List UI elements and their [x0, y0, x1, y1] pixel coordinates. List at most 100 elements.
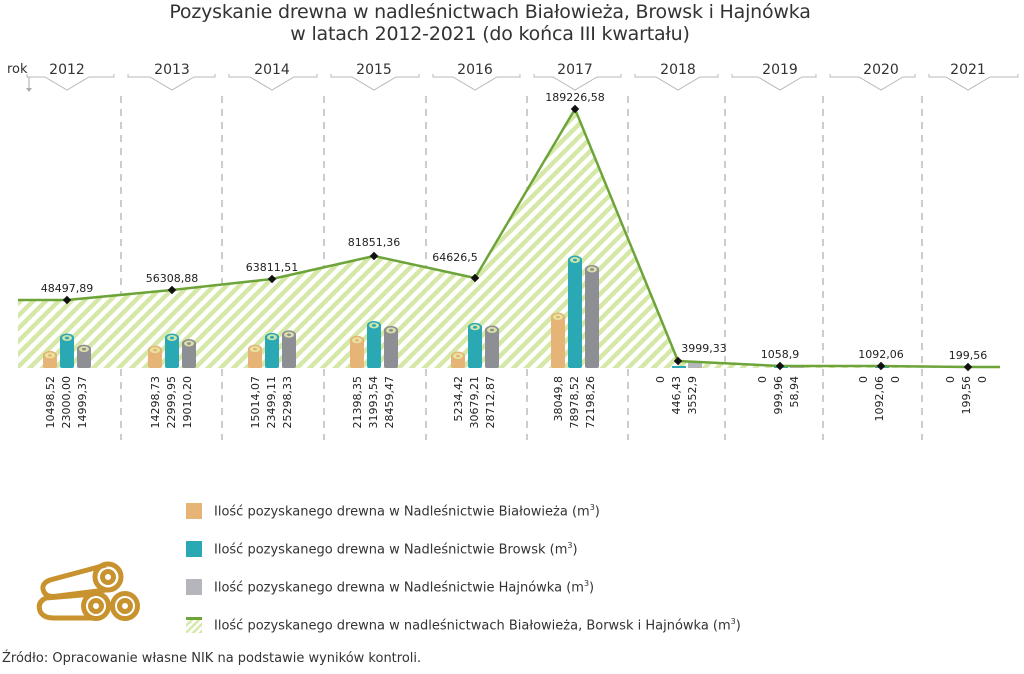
total-value-label-2021: 199,56 — [949, 349, 988, 362]
total-value-label-2018: 3999,33 — [681, 342, 727, 355]
total-marker-2021 — [963, 362, 973, 372]
bar-bialowieza-2017 — [551, 312, 565, 368]
bar-hajnowka-2017 — [585, 264, 599, 368]
bar-value-label-hajnowka-2012: 14999,37 — [76, 376, 89, 429]
bar-value-label-browsk-2015: 31993,54 — [367, 376, 380, 429]
legend-swatch-browsk — [186, 541, 202, 557]
total-marker-2014 — [267, 274, 277, 284]
total-marker-2012 — [62, 295, 72, 305]
total-value-label-2019: 1058,9 — [761, 348, 800, 361]
bar-value-label-browsk-2019: 999,96 — [772, 376, 785, 415]
bar-value-label-hajnowka-2020: 0 — [889, 376, 902, 383]
axis-label-rok: rok — [7, 62, 28, 77]
value-labels: 48497,89 56308,88 63811,51 81851,36 64626,5 1… — [41, 91, 989, 429]
bar-bialowieza-2015 — [350, 335, 364, 368]
logs-icon — [36, 561, 140, 621]
year-header-2015: 2015 — [330, 62, 420, 91]
year-axis: rok 2012 2013 2014 2015 2016 2017 2018 2019 2020 2… — [7, 62, 1019, 92]
total-area — [18, 109, 1000, 368]
bar-value-label-browsk-2020: 1092,06 — [873, 376, 886, 422]
bar-value-label-hajnowka-2019: 58,94 — [788, 376, 801, 408]
bar-value-label-hajnowka-2015: 28459,47 — [383, 376, 396, 429]
bar-value-label-bialowieza-2015: 21398,35 — [351, 376, 364, 429]
total-value-label-2014: 63811,51 — [246, 261, 299, 274]
legend-swatch-total — [186, 617, 202, 633]
legend-swatch-bialowieza — [186, 503, 202, 519]
total-value-label-2015: 81851,36 — [348, 236, 401, 249]
bar-browsk-2018 — [672, 366, 686, 368]
bar-bialowieza-2012 — [43, 350, 57, 368]
bars — [43, 255, 976, 368]
bar-value-label-hajnowka-2016: 28712,87 — [484, 376, 497, 429]
bar-hajnowka-2015 — [384, 325, 398, 368]
svg-text:2019: 2019 — [762, 62, 798, 78]
svg-text:2020: 2020 — [863, 62, 899, 78]
svg-text:2017: 2017 — [557, 62, 593, 78]
bar-bialowieza-2014 — [248, 344, 262, 368]
legend-item-bialowieza: Ilość pozyskanego drewna w Nadleśnictwie… — [186, 492, 741, 530]
bar-browsk-2012 — [60, 333, 74, 368]
bar-value-label-hajnowka-2014: 25298,33 — [281, 376, 294, 429]
legend-swatch-hajnowka — [186, 579, 202, 595]
year-header-2014: 2014 — [228, 62, 318, 91]
bar-browsk-2014 — [265, 332, 279, 368]
total-line — [18, 104, 1000, 372]
bar-value-label-hajnowka-2021: 0 — [976, 376, 989, 383]
total-value-label-2013: 56308,88 — [146, 272, 199, 285]
year-header-2016: 2016 — [432, 62, 521, 91]
chart-title-line1: Pozyskanie drewna w nadleśnictwach Biało… — [169, 1, 811, 23]
total-line-path — [18, 107, 1000, 369]
bar-hajnowka-2018 — [688, 361, 702, 368]
year-header-2021: 2021 — [928, 62, 1019, 91]
bar-value-label-bialowieza-2017: 38049,8 — [552, 376, 565, 422]
year-header-2019: 2019 — [731, 62, 817, 91]
svg-text:2021: 2021 — [950, 62, 986, 78]
total-marker-2020 — [876, 361, 886, 371]
column-separators — [120, 96, 923, 440]
total-marker-2019 — [775, 361, 785, 371]
bar-browsk-2015 — [367, 320, 381, 368]
legend: Ilość pozyskanego drewna w Nadleśnictwie… — [186, 492, 741, 644]
total-marker-2015 — [369, 251, 379, 261]
total-value-label-2016: 64626,5 — [432, 251, 478, 264]
year-header-2018: 2018 — [634, 62, 719, 91]
legend-label-hajnowka: Ilość pozyskanego drewna w Nadleśnictwie… — [214, 580, 584, 596]
bar-bialowieza-2016 — [451, 351, 465, 368]
year-header-2012: 2012 — [26, 62, 115, 91]
bar-value-label-hajnowka-2013: 19010,20 — [181, 376, 194, 429]
bar-browsk-2016 — [468, 322, 482, 368]
bar-value-label-bialowieza-2019: 0 — [756, 376, 769, 383]
legend-item-browsk: Ilość pozyskanego drewna w Nadleśnictwie… — [186, 530, 741, 568]
bar-value-label-bialowieza-2013: 14298,73 — [149, 376, 162, 429]
bar-value-label-browsk-2013: 22999,95 — [165, 376, 178, 429]
bar-hajnowka-2014 — [282, 330, 296, 368]
bar-value-label-hajnowka-2018: 3552,9 — [686, 376, 699, 415]
svg-text:2018: 2018 — [660, 62, 696, 78]
year-header-2017: 2017 — [533, 62, 622, 91]
legend-item-hajnowka: Ilość pozyskanego drewna w Nadleśnictwie… — [186, 568, 741, 606]
bar-browsk-2013 — [165, 333, 179, 368]
bar-value-label-browsk-2021: 199,56 — [960, 376, 973, 415]
total-area-fill — [18, 109, 1000, 368]
bar-value-label-browsk-2014: 23499,11 — [265, 376, 278, 429]
total-marker-2013 — [167, 285, 177, 295]
year-header-2013: 2013 — [127, 62, 216, 91]
chart-area: rok 2012 2013 2014 2015 2016 2017 2018 2019 2020 2… — [7, 62, 1019, 440]
svg-text:2013: 2013 — [154, 62, 190, 78]
svg-text:2015: 2015 — [356, 62, 392, 78]
bar-value-label-browsk-2012: 23000,00 — [60, 376, 73, 429]
bar-value-label-browsk-2018: 446,43 — [670, 376, 683, 415]
bar-value-label-browsk-2016: 30679,21 — [468, 376, 481, 429]
bar-value-label-bialowieza-2018: 0 — [654, 376, 667, 383]
year-header-2020: 2020 — [829, 62, 916, 91]
bar-bialowieza-2013 — [148, 345, 162, 368]
bar-value-label-bialowieza-2014: 15014,07 — [249, 376, 262, 429]
bar-hajnowka-2016 — [485, 325, 499, 368]
total-value-label-2020: 1092,06 — [858, 348, 904, 361]
legend-label-bialowieza: Ilość pozyskanego drewna w Nadleśnictwie… — [214, 504, 590, 520]
total-value-label-2017: 189226,58 — [545, 91, 605, 104]
legend-item-total: Ilość pozyskanego drewna w nadleśnictwac… — [186, 606, 741, 644]
bar-value-label-bialowieza-2012: 10498,52 — [44, 376, 57, 429]
svg-text:2012: 2012 — [49, 62, 85, 78]
bar-value-label-hajnowka-2017: 72198,26 — [584, 376, 597, 429]
